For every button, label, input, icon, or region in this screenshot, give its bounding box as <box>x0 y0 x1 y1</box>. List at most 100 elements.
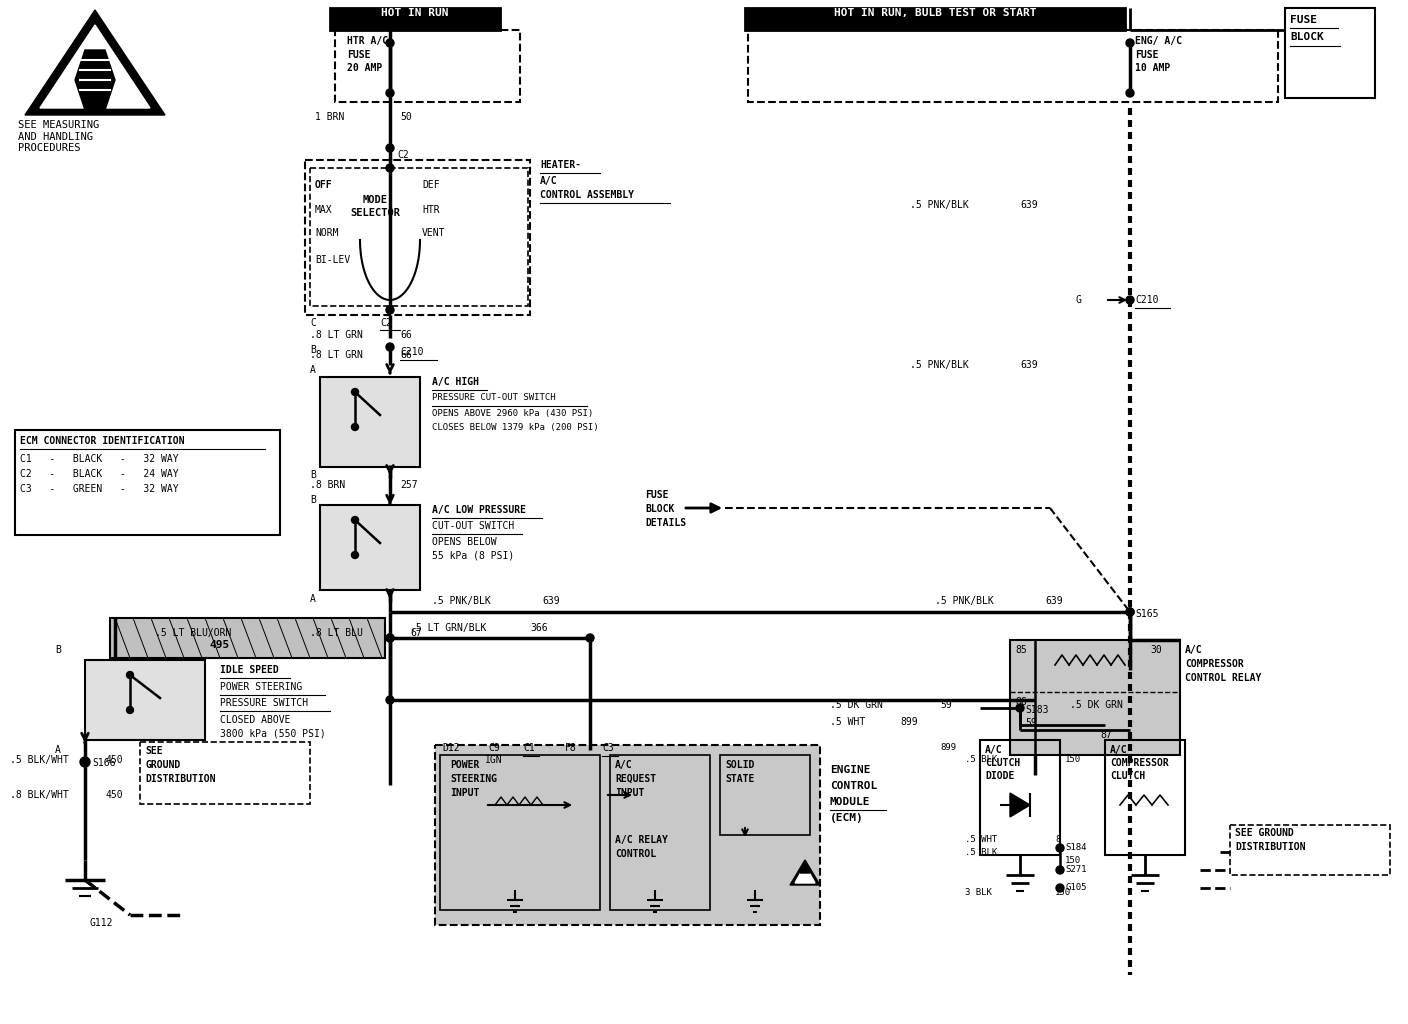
Text: REQUEST: REQUEST <box>615 774 656 784</box>
Text: 86: 86 <box>1015 697 1026 707</box>
Circle shape <box>127 707 134 714</box>
Text: ENG/ A/C: ENG/ A/C <box>1135 36 1181 46</box>
Text: C3   -   GREEN   -   32 WAY: C3 - GREEN - 32 WAY <box>20 484 179 494</box>
Text: .5 DK GRN: .5 DK GRN <box>829 700 883 710</box>
Text: 20 AMP: 20 AMP <box>346 63 382 73</box>
Bar <box>439 755 600 910</box>
Text: C2: C2 <box>380 318 391 328</box>
Circle shape <box>386 306 394 314</box>
Text: .5 PNK/BLK: .5 PNK/BLK <box>432 596 491 606</box>
Circle shape <box>1126 296 1133 304</box>
Circle shape <box>386 89 394 97</box>
Circle shape <box>352 516 359 523</box>
Text: (ECM): (ECM) <box>829 813 863 823</box>
Text: HTR: HTR <box>422 205 439 215</box>
Circle shape <box>1126 39 1133 47</box>
Circle shape <box>386 634 394 642</box>
Bar <box>435 745 819 925</box>
Text: C2: C2 <box>397 150 408 160</box>
Text: COMPRESSOR: COMPRESSOR <box>1186 659 1243 669</box>
Text: 450: 450 <box>106 790 122 800</box>
Text: SELECTOR: SELECTOR <box>351 208 400 218</box>
Text: CLUTCH: CLUTCH <box>986 758 1021 768</box>
Text: .5 PNK/BLK: .5 PNK/BLK <box>910 200 969 210</box>
Circle shape <box>1017 705 1024 712</box>
Bar <box>745 8 1125 30</box>
Bar <box>748 30 1278 102</box>
Text: A/C: A/C <box>986 745 1002 755</box>
Text: A/C LOW PRESSURE: A/C LOW PRESSURE <box>432 505 527 515</box>
Bar <box>310 168 528 306</box>
Bar <box>610 755 710 910</box>
Text: DISTRIBUTION: DISTRIBUTION <box>1235 842 1305 852</box>
Text: S184: S184 <box>1064 843 1087 852</box>
Text: CLOSES BELOW 1379 kPa (200 PSI): CLOSES BELOW 1379 kPa (200 PSI) <box>432 423 598 432</box>
Text: HOT IN RUN, BULB TEST OR START: HOT IN RUN, BULB TEST OR START <box>834 8 1036 18</box>
Bar <box>320 377 420 467</box>
Text: S165: S165 <box>1135 609 1159 618</box>
Text: DETAILS: DETAILS <box>645 518 686 528</box>
Text: STATE: STATE <box>725 774 755 784</box>
Bar <box>139 742 310 804</box>
Text: A/C: A/C <box>541 176 558 186</box>
Text: .5 LT GRN/BLK: .5 LT GRN/BLK <box>410 623 486 633</box>
Bar <box>306 160 529 315</box>
Circle shape <box>1056 884 1064 892</box>
Bar <box>1286 8 1376 98</box>
Circle shape <box>386 634 394 642</box>
Text: GROUND: GROUND <box>145 760 180 770</box>
Text: CUT-OUT SWITCH: CUT-OUT SWITCH <box>432 521 514 531</box>
Circle shape <box>386 144 394 152</box>
Text: SOLID: SOLID <box>725 760 755 770</box>
Text: .5 LT BLU/ORN: .5 LT BLU/ORN <box>155 628 231 638</box>
Text: SEE MEASURING
AND HANDLING
PROCEDURES: SEE MEASURING AND HANDLING PROCEDURES <box>18 120 99 154</box>
Text: 30: 30 <box>1150 645 1162 655</box>
Text: POWER STEERING: POWER STEERING <box>220 682 303 692</box>
Text: SEE: SEE <box>145 746 163 756</box>
Text: IDLE SPEED: IDLE SPEED <box>220 665 279 675</box>
Text: PRESSURE CUT-OUT SWITCH: PRESSURE CUT-OUT SWITCH <box>432 393 556 402</box>
Text: .5 PNK/BLK: .5 PNK/BLK <box>935 596 994 606</box>
Text: C1   -   BLACK   -   32 WAY: C1 - BLACK - 32 WAY <box>20 454 179 464</box>
Text: OPENS BELOW: OPENS BELOW <box>432 537 497 547</box>
Text: S183: S183 <box>1025 705 1049 715</box>
Text: CONTROL ASSEMBLY: CONTROL ASSEMBLY <box>541 190 634 200</box>
Text: .8 LT GRN: .8 LT GRN <box>310 330 363 340</box>
Text: S271: S271 <box>1064 865 1087 874</box>
Text: .5 BLK: .5 BLK <box>964 848 997 857</box>
Text: C1: C1 <box>522 743 535 753</box>
Circle shape <box>386 696 394 705</box>
Text: G: G <box>1074 295 1081 305</box>
Text: 3 BLK: 3 BLK <box>964 888 991 897</box>
Text: 87: 87 <box>1100 730 1112 740</box>
Text: A/C HIGH: A/C HIGH <box>432 377 479 387</box>
Text: DEF: DEF <box>422 180 439 190</box>
Text: .8 LT BLU: .8 LT BLU <box>310 628 363 638</box>
Bar <box>110 618 384 658</box>
Text: 55 kPa (8 PSI): 55 kPa (8 PSI) <box>432 551 514 561</box>
Text: 366: 366 <box>529 623 548 633</box>
Text: A: A <box>55 745 61 755</box>
Circle shape <box>352 424 359 430</box>
Circle shape <box>352 552 359 558</box>
Text: 639: 639 <box>542 596 559 606</box>
Circle shape <box>1056 866 1064 874</box>
Text: .8 BRN: .8 BRN <box>310 480 345 490</box>
Text: DIODE: DIODE <box>986 771 1014 781</box>
Bar <box>1231 825 1390 874</box>
Text: CLOSED ABOVE: CLOSED ABOVE <box>220 715 290 725</box>
Text: C9: C9 <box>489 743 500 753</box>
Text: IGN: IGN <box>484 755 503 765</box>
Bar <box>329 8 500 30</box>
Polygon shape <box>796 865 815 883</box>
Text: 150: 150 <box>1064 755 1081 764</box>
Text: COMPRESSOR: COMPRESSOR <box>1110 758 1169 768</box>
Bar <box>335 30 520 102</box>
Text: 8: 8 <box>1055 835 1060 844</box>
Bar <box>15 430 280 535</box>
Text: A/C: A/C <box>1186 645 1202 655</box>
Circle shape <box>386 164 394 172</box>
Text: 150: 150 <box>1064 856 1081 865</box>
Text: BLOCK: BLOCK <box>645 504 674 514</box>
Bar <box>1010 640 1180 755</box>
